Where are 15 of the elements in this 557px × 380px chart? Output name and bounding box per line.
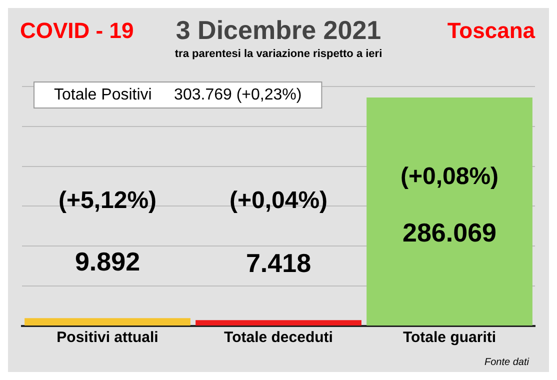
chart-title: 3 Dicembre 2021 xyxy=(176,14,382,45)
annotation: Totale Positivi 303.769 (+0,23%) xyxy=(54,86,302,104)
chart-subtitle: tra parentesi la variazione rispetto a ieri xyxy=(174,48,382,60)
annotation: (+0,04%) xyxy=(229,187,328,214)
x-tick-label: Totale deceduti xyxy=(224,329,333,346)
x-tick-label: Positivi attuali xyxy=(56,329,158,346)
annotation: (+5,12%) xyxy=(58,187,157,214)
annotation: (+0,08%) xyxy=(400,162,499,190)
data-label: 9.892 xyxy=(74,246,140,276)
data-label: 7.418 xyxy=(246,248,312,278)
data-label: 286.069 xyxy=(402,217,496,248)
text: COVID - 19 xyxy=(20,18,134,44)
text: Toscana xyxy=(447,18,536,44)
x-tick-label: Totale guariti xyxy=(402,329,496,346)
source-note: Fonte dati xyxy=(484,356,530,368)
